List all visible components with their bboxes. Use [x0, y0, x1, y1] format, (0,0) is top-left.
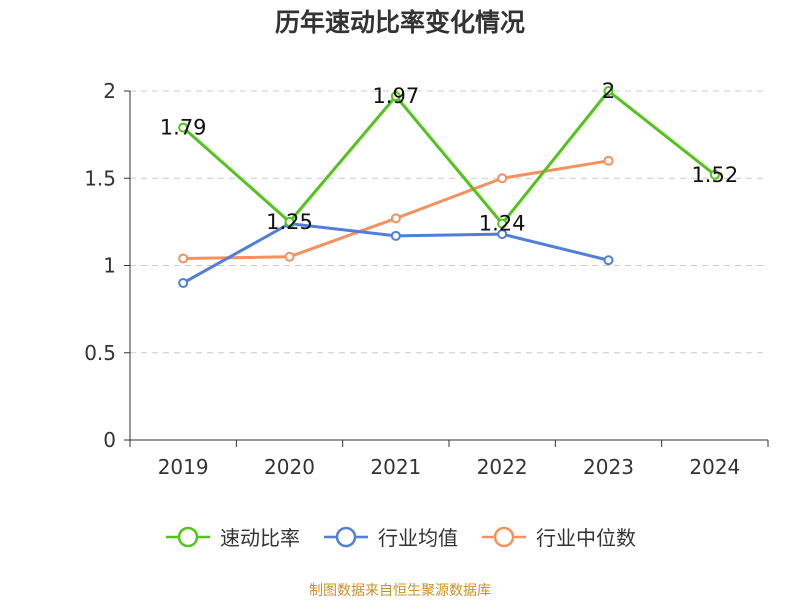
- data-label: 1.52: [691, 163, 738, 187]
- legend-item[interactable]: 行业均值: [322, 522, 458, 551]
- data-label: 2: [602, 79, 615, 103]
- data-label: 1.24: [479, 212, 526, 236]
- x-tick-label: 2019: [158, 455, 209, 479]
- data-point: [603, 86, 614, 96]
- data-point: [709, 169, 720, 180]
- legend-line-circle-icon: [166, 526, 210, 547]
- legend-line-circle-icon: [324, 526, 368, 547]
- legend-label: 行业中位数: [536, 526, 636, 550]
- data-point: [390, 213, 401, 224]
- data-point: [178, 122, 189, 133]
- legend-line-circle-icon: [482, 526, 526, 547]
- source-note: 制图数据来自恒生聚源数据库: [309, 583, 491, 599]
- legend-swatch-circle: [177, 526, 199, 547]
- data-label: 1.97: [372, 84, 419, 108]
- data-point: [178, 253, 189, 264]
- data-point: [284, 251, 295, 262]
- data-point: [284, 216, 295, 227]
- data-point: [497, 173, 508, 184]
- data-point: [178, 277, 189, 288]
- data-label: 1.79: [160, 116, 207, 140]
- legend-label: 速动比率: [220, 526, 300, 550]
- series: [178, 86, 720, 288]
- gridlines: [130, 90, 768, 354]
- legend: 速动比率 行业均值 行业中位数: [0, 522, 800, 551]
- data-point: [497, 218, 508, 229]
- legend-swatch-circle: [335, 526, 357, 547]
- data-point: [390, 91, 401, 102]
- legend-item[interactable]: 行业中位数: [480, 522, 636, 551]
- data-point: [603, 155, 614, 166]
- data-point: [390, 230, 401, 241]
- x-tick-label: 2023: [583, 455, 634, 479]
- x-tick-label: 2020: [264, 455, 315, 479]
- y-tick-label: 0.5: [84, 341, 116, 365]
- y-tick-label: 2: [103, 79, 116, 103]
- y-tick-label: 1: [103, 254, 116, 278]
- y-tick-label: 0: [103, 428, 116, 452]
- legend-item[interactable]: 速动比率: [164, 522, 300, 551]
- series-line-速动比率: [182, 89, 716, 226]
- data-label: 1.25: [266, 210, 313, 234]
- data-point: [603, 255, 614, 266]
- data-labels: 1.79 1.25 1.97 1.24 2 1.52: [160, 79, 738, 236]
- x-tick-label: 2021: [370, 455, 421, 479]
- data-point: [497, 229, 508, 240]
- x-tick-label: 2022: [477, 455, 528, 479]
- chart-title: 历年速动比率变化情况: [274, 8, 525, 37]
- legend-label: 行业均值: [378, 526, 458, 550]
- y-tick-label: 1.5: [84, 166, 116, 190]
- legend-swatch-circle: [493, 526, 515, 547]
- x-tick-label: 2024: [689, 455, 740, 479]
